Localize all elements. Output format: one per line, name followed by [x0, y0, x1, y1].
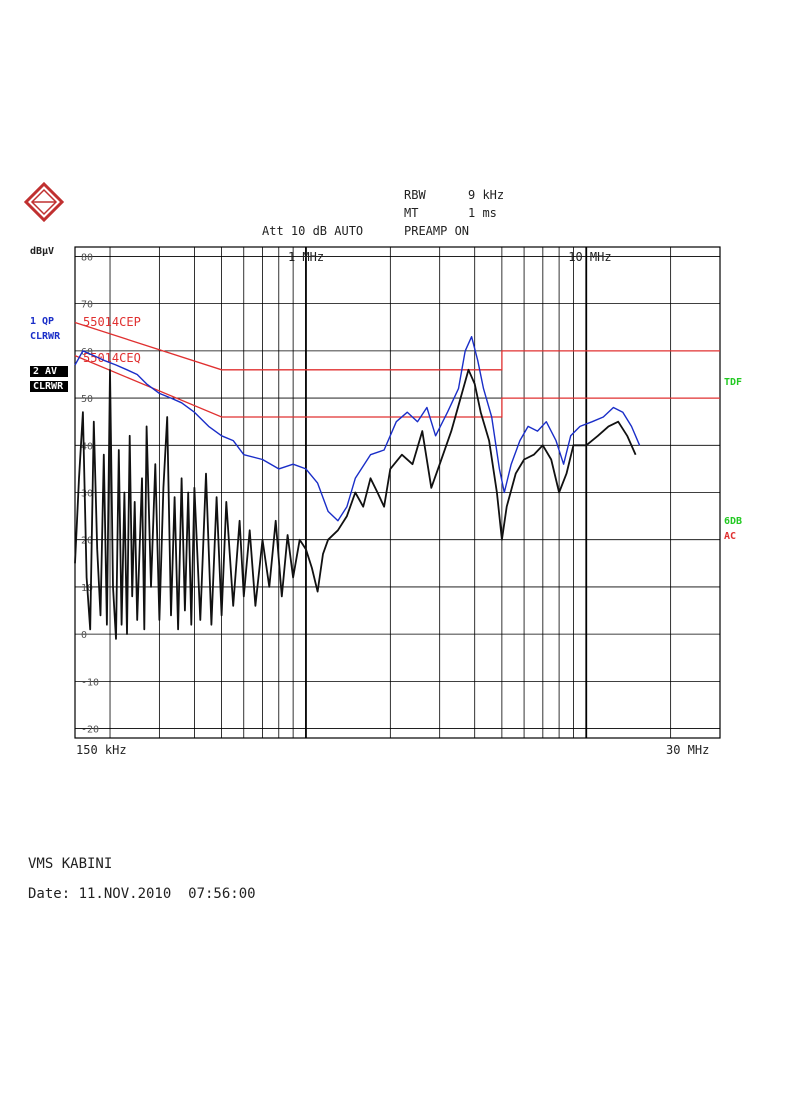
y-tick-label: 0	[81, 630, 87, 641]
av-trace	[74, 368, 637, 640]
y-tick-label: 30	[81, 489, 93, 500]
attenuation-setting: Att 10 dB AUTO	[262, 224, 364, 238]
rohde-schwarz-logo	[24, 182, 64, 222]
tdf-label: TDF	[724, 377, 743, 388]
y-tick-label: 20	[81, 536, 93, 547]
rbw-label: RBW	[404, 188, 426, 202]
x-tick-label: 1 MHz	[288, 250, 324, 264]
measurement-date: Date: 11.NOV.2010 07:56:00	[28, 886, 256, 902]
y-tick-label: 40	[81, 441, 93, 452]
6db-label: 6DB	[724, 516, 743, 527]
y-axis-unit: dBµV	[30, 246, 55, 257]
trace2-label: 2 AV	[30, 366, 68, 377]
qp-trace	[74, 336, 641, 522]
mt-value: 1 ms	[468, 206, 497, 220]
limit-line	[74, 321, 720, 371]
preamp-setting: PREAMP ON	[404, 224, 470, 238]
limit-line	[74, 355, 720, 418]
y-tick-label: -10	[81, 677, 99, 688]
x-tick-label: 10 MHz	[568, 250, 611, 264]
limit-line-label: 55014CEP	[83, 315, 141, 329]
y-tick-label: -20	[81, 725, 99, 736]
device-title: VMS KABINI	[28, 856, 113, 872]
y-tick-label: 80	[81, 252, 93, 263]
trace1-label: 1 QP	[30, 316, 55, 327]
limit-line-label: 55014CEQ	[83, 351, 141, 365]
ac-label: AC	[724, 531, 737, 542]
trace1-mode: CLRWR	[30, 331, 61, 342]
mt-label: MT	[404, 206, 419, 220]
rbw-value: 9 kHz	[468, 188, 505, 202]
y-tick-label: 50	[81, 394, 93, 405]
trace2-mode: CLRWR	[30, 381, 68, 392]
x-stop-label: 30 MHz	[666, 743, 710, 757]
y-tick-label: 70	[81, 300, 93, 311]
x-start-label: 150 kHz	[76, 743, 127, 757]
